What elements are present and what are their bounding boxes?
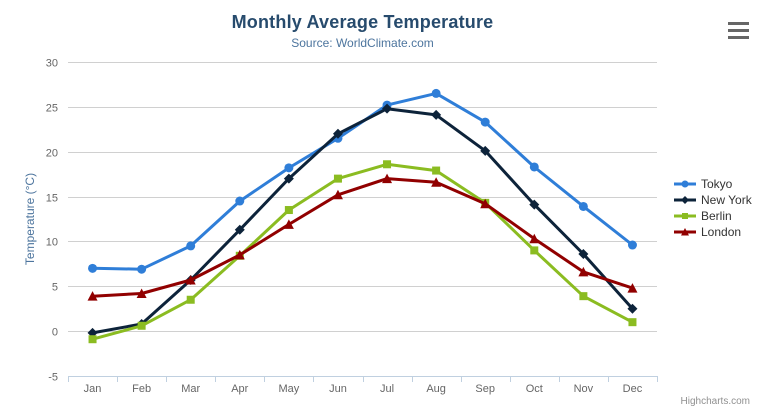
data-point[interactable] [627, 303, 638, 314]
data-point[interactable] [431, 88, 441, 98]
data-point[interactable] [383, 160, 392, 169]
y-axis-label: 15 [46, 193, 58, 205]
data-point[interactable] [529, 162, 539, 172]
x-axis-label: Sep [475, 383, 495, 395]
legend-item-new-york[interactable]: New York [674, 193, 752, 207]
data-point[interactable] [480, 145, 491, 156]
x-axis-label: Dec [623, 383, 643, 395]
legend-item-berlin[interactable]: Berlin [674, 209, 752, 223]
data-point[interactable] [578, 201, 588, 211]
diamond-legend-icon [674, 196, 696, 204]
data-point[interactable] [431, 177, 442, 187]
y-axis-label: 0 [52, 327, 58, 339]
data-point[interactable] [529, 233, 540, 244]
data-point[interactable] [332, 189, 343, 200]
chart-subtitle: Source: WorldClimate.com [291, 36, 434, 50]
data-point[interactable] [333, 174, 342, 183]
legend-label: London [701, 225, 742, 239]
data-point[interactable] [137, 321, 146, 330]
hamburger-menu-icon [728, 22, 749, 25]
data-point[interactable] [628, 318, 637, 327]
data-point[interactable] [579, 292, 588, 301]
data-point[interactable] [627, 283, 638, 293]
data-point[interactable] [681, 180, 689, 188]
x-axis-label: Mar [181, 383, 200, 395]
data-point[interactable] [283, 219, 294, 229]
x-axis-label: Jun [329, 383, 347, 395]
data-point[interactable] [431, 109, 442, 120]
data-point[interactable] [87, 291, 98, 301]
series-line-berlin[interactable] [91, 162, 634, 341]
x-axis-label: Jul [380, 383, 394, 395]
data-point[interactable] [332, 128, 343, 139]
data-point[interactable] [578, 248, 589, 259]
data-point[interactable] [185, 275, 196, 285]
data-point[interactable] [283, 173, 294, 184]
data-point[interactable] [480, 198, 491, 209]
data-point[interactable] [186, 241, 196, 251]
y-axis-label: 30 [46, 58, 58, 70]
data-point[interactable] [480, 117, 490, 127]
circle-legend-icon [674, 180, 696, 188]
square-legend-icon [674, 213, 696, 219]
data-point[interactable] [284, 206, 293, 215]
series-line-new-york[interactable] [91, 107, 634, 335]
triangle-up-legend-icon [674, 228, 696, 236]
data-point[interactable] [530, 246, 539, 255]
x-axis-label: May [278, 383, 299, 395]
data-point[interactable] [88, 335, 97, 344]
legend-label: Berlin [701, 209, 732, 223]
highcharts-credit[interactable]: Highcharts.com [680, 396, 750, 407]
hamburger-menu-icon [728, 29, 749, 32]
x-axis-label: Aug [426, 383, 446, 395]
data-point[interactable] [136, 288, 147, 298]
legend: Tokyo New York Berlin London [674, 177, 752, 239]
data-point[interactable] [234, 224, 245, 235]
data-point[interactable] [234, 249, 245, 260]
data-point[interactable] [382, 103, 393, 114]
y-axis-label: 5 [52, 282, 58, 294]
legend-item-london[interactable]: London [674, 225, 752, 239]
export-menu-button[interactable] [728, 22, 749, 39]
y-axis-label: 10 [46, 237, 58, 249]
data-point[interactable] [681, 196, 689, 204]
data-point[interactable] [186, 295, 195, 304]
data-point[interactable] [681, 228, 689, 236]
x-axis-label: Nov [574, 383, 594, 395]
data-point[interactable] [137, 264, 147, 274]
data-point[interactable] [578, 266, 589, 277]
data-point[interactable] [88, 263, 98, 273]
legend-label: Tokyo [701, 177, 733, 191]
data-point[interactable] [529, 199, 540, 210]
x-axis-label: Apr [231, 383, 248, 395]
data-point[interactable] [382, 173, 393, 184]
data-point[interactable] [627, 240, 637, 250]
data-point[interactable] [432, 166, 441, 175]
legend-label: New York [701, 193, 752, 207]
chart-title: Monthly Average Temperature [231, 12, 494, 32]
y-axis-label: 20 [46, 148, 58, 160]
data-point[interactable] [682, 213, 688, 219]
series-line-london[interactable] [91, 177, 634, 298]
legend-item-tokyo[interactable]: Tokyo [674, 177, 752, 191]
hamburger-menu-icon [728, 36, 749, 39]
data-point[interactable] [235, 196, 245, 206]
x-axis-label: Feb [132, 383, 151, 395]
x-axis-label: Oct [526, 383, 543, 395]
y-axis-label: -5 [48, 372, 58, 384]
data-point[interactable] [284, 163, 294, 173]
y-axis-title: Temperature (°C) [23, 172, 37, 266]
x-axis-label: Jan [84, 383, 102, 395]
y-axis-label: 25 [46, 103, 58, 115]
